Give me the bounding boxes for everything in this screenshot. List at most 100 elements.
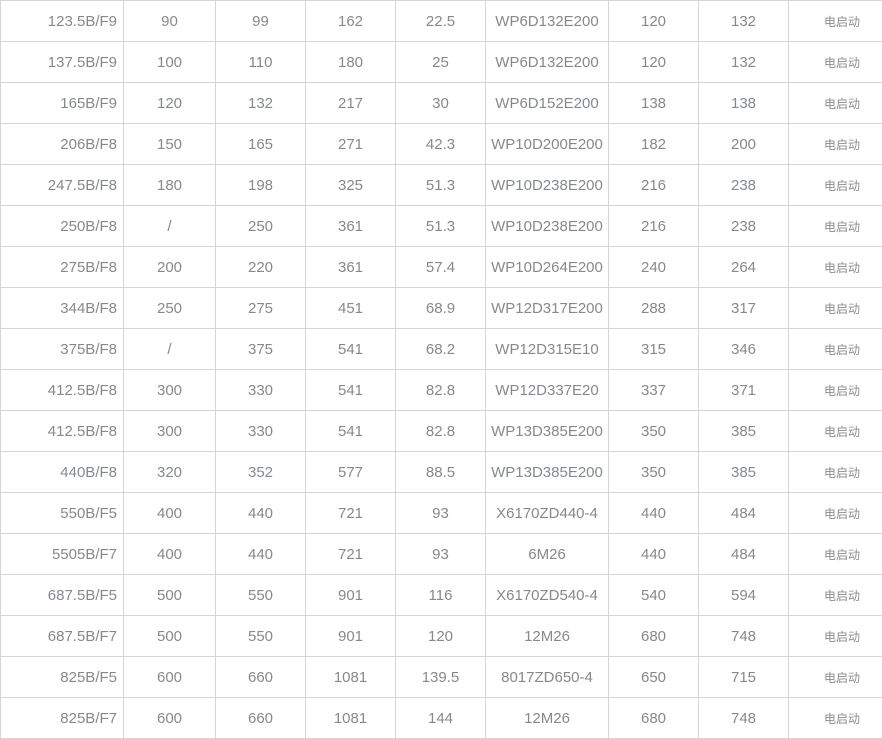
table-cell: 680 xyxy=(608,615,699,657)
table-cell: 电启动 xyxy=(788,82,882,124)
table-cell: 320 xyxy=(123,451,216,493)
table-cell: 144 xyxy=(395,697,486,739)
table-cell: 51.3 xyxy=(395,205,486,247)
table-cell: 12M26 xyxy=(485,697,609,739)
table-cell: 660 xyxy=(215,697,306,739)
table-cell: 22.5 xyxy=(395,0,486,42)
table-cell: 电启动 xyxy=(788,492,882,534)
table-cell: 352 xyxy=(215,451,306,493)
table-cell: 541 xyxy=(305,369,396,411)
table-cell: 132 xyxy=(215,82,306,124)
table-cell: WP12D317E200 xyxy=(485,287,609,329)
table-cell: 137.5B/F9 xyxy=(0,41,124,83)
table-row: 5505B/F7 400 440 721 93 6M26 440 484 电启动 xyxy=(0,533,882,575)
table-cell: WP10D238E200 xyxy=(485,164,609,206)
table-cell: 120 xyxy=(608,41,699,83)
table-row: 687.5B/F7 500 550 901 120 12M26 680 748 电启动 xyxy=(0,615,882,657)
table-cell: 385 xyxy=(698,451,789,493)
table-cell: 660 xyxy=(215,656,306,698)
table-cell: 8017ZD650-4 xyxy=(485,656,609,698)
table-cell: 198 xyxy=(215,164,306,206)
table-cell: 电启动 xyxy=(788,656,882,698)
table-cell: 715 xyxy=(698,656,789,698)
table-cell: 57.4 xyxy=(395,246,486,288)
table-cell: 600 xyxy=(123,656,216,698)
table-cell: 330 xyxy=(215,369,306,411)
table-row: 137.5B/F9 100 110 180 25 WP6D132E200 120 132 电启动 xyxy=(0,41,882,83)
table-cell: WP10D238E200 xyxy=(485,205,609,247)
table-cell: 240 xyxy=(608,246,699,288)
table-cell: / xyxy=(123,205,216,247)
table-cell: 400 xyxy=(123,492,216,534)
table-cell: 电启动 xyxy=(788,451,882,493)
table-cell: 484 xyxy=(698,533,789,575)
table-cell: 412.5B/F8 xyxy=(0,410,124,452)
table-row: 165B/F9 120 132 217 30 WP6D152E200 138 138 电启动 xyxy=(0,82,882,124)
table-cell: 250 xyxy=(215,205,306,247)
table-cell: 123.5B/F9 xyxy=(0,0,124,42)
table-cell: 138 xyxy=(608,82,699,124)
table-cell: 82.8 xyxy=(395,369,486,411)
table-cell: 68.2 xyxy=(395,328,486,370)
table-cell: 120 xyxy=(123,82,216,124)
table-row: 687.5B/F5 500 550 901 116 X6170ZD540-4 540 594 电… xyxy=(0,574,882,616)
table-cell: 42.3 xyxy=(395,123,486,165)
table-cell: 264 xyxy=(698,246,789,288)
table-cell: 165 xyxy=(215,123,306,165)
table-cell: 440B/F8 xyxy=(0,451,124,493)
table-cell: 99 xyxy=(215,0,306,42)
table-cell: 25 xyxy=(395,41,486,83)
table-cell: 电启动 xyxy=(788,533,882,575)
table-cell: 687.5B/F5 xyxy=(0,574,124,616)
table-cell: 116 xyxy=(395,574,486,616)
table-cell: 344B/F8 xyxy=(0,287,124,329)
table-cell: 748 xyxy=(698,615,789,657)
table-row: 375B/F8/375 541 68.2 WP12D315E10 315 346 电启动 xyxy=(0,328,882,370)
table-cell: 51.3 xyxy=(395,164,486,206)
table-cell: 150 xyxy=(123,123,216,165)
table-cell: 1081 xyxy=(305,656,396,698)
table-cell: 600 xyxy=(123,697,216,739)
table-cell: 120 xyxy=(395,615,486,657)
table-row: 250B/F8/250 361 51.3 WP10D238E200 216 238 电启动 xyxy=(0,205,882,247)
table-cell: 550 xyxy=(215,615,306,657)
table-cell: 180 xyxy=(123,164,216,206)
table-cell: 484 xyxy=(698,492,789,534)
table-cell: 电启动 xyxy=(788,246,882,288)
table-cell: 30 xyxy=(395,82,486,124)
table-cell: WP6D132E200 xyxy=(485,0,609,42)
table-cell: 250B/F8 xyxy=(0,205,124,247)
table-cell: / xyxy=(123,328,216,370)
table-cell: 电启动 xyxy=(788,123,882,165)
table-cell: 238 xyxy=(698,164,789,206)
table-cell: 540 xyxy=(608,574,699,616)
table-cell: 541 xyxy=(305,328,396,370)
table-cell: 337 xyxy=(608,369,699,411)
table-cell: 317 xyxy=(698,287,789,329)
table-cell: 440 xyxy=(608,533,699,575)
table-cell: 721 xyxy=(305,492,396,534)
table-cell: 139.5 xyxy=(395,656,486,698)
table-cell: 361 xyxy=(305,205,396,247)
table-cell: 500 xyxy=(123,574,216,616)
table-cell: 110 xyxy=(215,41,306,83)
table-cell: X6170ZD540-4 xyxy=(485,574,609,616)
table-cell: 901 xyxy=(305,615,396,657)
table-row: 206B/F8 150 165 271 42.3 WP10D200E200 182 200 电启… xyxy=(0,123,882,165)
table-cell: X6170ZD440-4 xyxy=(485,492,609,534)
table-cell: 748 xyxy=(698,697,789,739)
table-cell: 375 xyxy=(215,328,306,370)
table-cell: 550 xyxy=(215,574,306,616)
table-cell: 375B/F8 xyxy=(0,328,124,370)
table-row: 825B/F5 600 660 1081 139.5 8017ZD650-4 650 715 电… xyxy=(0,656,882,698)
table-cell: 200 xyxy=(698,123,789,165)
table-cell: 440 xyxy=(215,533,306,575)
table-cell: 371 xyxy=(698,369,789,411)
table-cell: 206B/F8 xyxy=(0,123,124,165)
table-cell: 350 xyxy=(608,451,699,493)
table-cell: WP10D200E200 xyxy=(485,123,609,165)
table-cell: 288 xyxy=(608,287,699,329)
table-cell: 68.9 xyxy=(395,287,486,329)
